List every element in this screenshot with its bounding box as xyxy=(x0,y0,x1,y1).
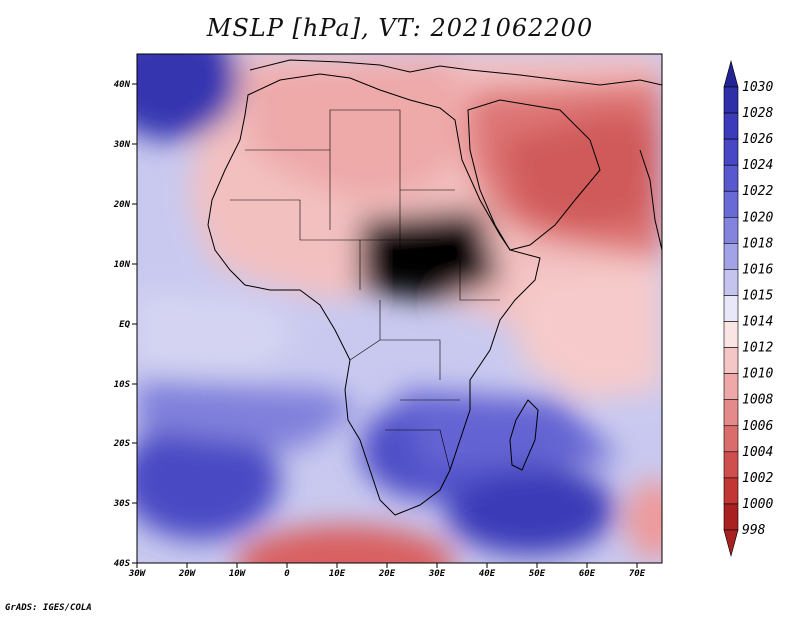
y-tick-label: 30N xyxy=(113,140,131,150)
x-tick-label: 30E xyxy=(428,569,446,579)
colorbar-label: 1002 xyxy=(742,471,773,486)
y-tick-label: 20N xyxy=(113,200,131,210)
colorbar: 1030 1028 1026 1024 1022 1020 1018 1016 1015 1014… xyxy=(723,59,773,558)
colorbar-swatch xyxy=(723,86,739,114)
colorbar-swatch xyxy=(723,164,739,192)
credit-text: GrADS: IGES/COLA xyxy=(5,603,92,613)
colorbar-swatch xyxy=(723,373,739,401)
colorbar-label: 1018 xyxy=(742,236,773,251)
colorbar-swatch xyxy=(723,477,739,505)
colorbar-label: 1030 xyxy=(742,80,773,95)
y-tick-label: 10S xyxy=(114,380,131,390)
colorbar-label: 1020 xyxy=(742,210,773,225)
y-tick-label: 30S xyxy=(113,499,131,509)
pressure-field xyxy=(137,54,662,563)
colorbar-swatch xyxy=(723,321,739,348)
colorbar-label: 1024 xyxy=(742,158,773,173)
x-tick-label: 30W xyxy=(128,569,147,579)
colorbar-label: 998 xyxy=(742,523,766,538)
x-tick-label: 0 xyxy=(284,569,290,579)
colorbar-label: 1000 xyxy=(742,497,773,512)
x-tick-label: 10W xyxy=(229,569,247,579)
colorbar-label: 1014 xyxy=(742,315,773,330)
x-tick-label: 50E xyxy=(529,569,546,579)
colorbar-swatch xyxy=(723,451,739,479)
colorbar-swatch xyxy=(723,347,739,374)
colorbar-swatch xyxy=(723,138,739,166)
colorbar-swatch xyxy=(723,399,739,427)
colorbar-label: 1012 xyxy=(742,341,773,356)
colorbar-swatch xyxy=(723,269,739,296)
colorbar-label: 1016 xyxy=(742,262,773,277)
arabia-coastline xyxy=(467,99,601,251)
y-tick-label: EQ xyxy=(119,320,130,330)
africa-coastline xyxy=(207,73,541,516)
colorbar-label: 1008 xyxy=(742,393,773,408)
coastlines xyxy=(207,59,662,516)
colorbar-label: 1022 xyxy=(742,184,773,199)
colorbar-swatch xyxy=(723,112,739,140)
colorbar-label: 1028 xyxy=(742,106,773,121)
colorbar-swatch xyxy=(723,425,739,453)
colorbar-top-arrow xyxy=(723,59,739,88)
x-tick-label: 70E xyxy=(629,569,646,579)
x-tick-label: 10E xyxy=(329,569,346,579)
colorbar-label: 1006 xyxy=(742,419,773,434)
colorbar-swatch xyxy=(723,190,739,218)
colorbar-swatch xyxy=(723,295,739,322)
y-tick-label: 40S xyxy=(114,559,131,569)
europe-coastline xyxy=(249,59,662,86)
colorbar-swatch xyxy=(723,503,739,531)
x-tick-label: 20W xyxy=(178,569,197,579)
y-tick-label: 40N xyxy=(114,80,131,90)
colorbar-label: 1026 xyxy=(742,132,773,147)
madagascar-coastline xyxy=(509,399,539,471)
country-borders xyxy=(230,109,500,471)
colorbar-bottom-arrow xyxy=(723,529,739,558)
map-frame xyxy=(136,53,663,564)
map-title: MSLP [hPa], VT: 2021062200 xyxy=(206,14,594,42)
colorbar-label: 1004 xyxy=(742,445,773,460)
x-tick-label: 20E xyxy=(378,569,396,579)
colorbar-label: 1015 xyxy=(742,288,773,303)
x-tick-label: 40E xyxy=(479,569,496,579)
y-axis-labels: 40N 30N 20N 10N EQ 10S 20S 30S 40S xyxy=(113,80,131,569)
colorbar-label: 1010 xyxy=(742,367,773,382)
x-axis-labels: 30W 20W 10W 0 10E 20E 30E 40E 50E 60E 70… xyxy=(128,569,646,579)
y-tick-label: 10N xyxy=(114,260,131,270)
colorbar-swatch xyxy=(723,243,739,270)
axis-tick-marks xyxy=(132,83,638,568)
colorbar-swatch xyxy=(723,216,739,244)
x-tick-label: 60E xyxy=(579,569,596,579)
y-tick-label: 20S xyxy=(113,439,131,449)
india-coastline xyxy=(639,149,662,251)
